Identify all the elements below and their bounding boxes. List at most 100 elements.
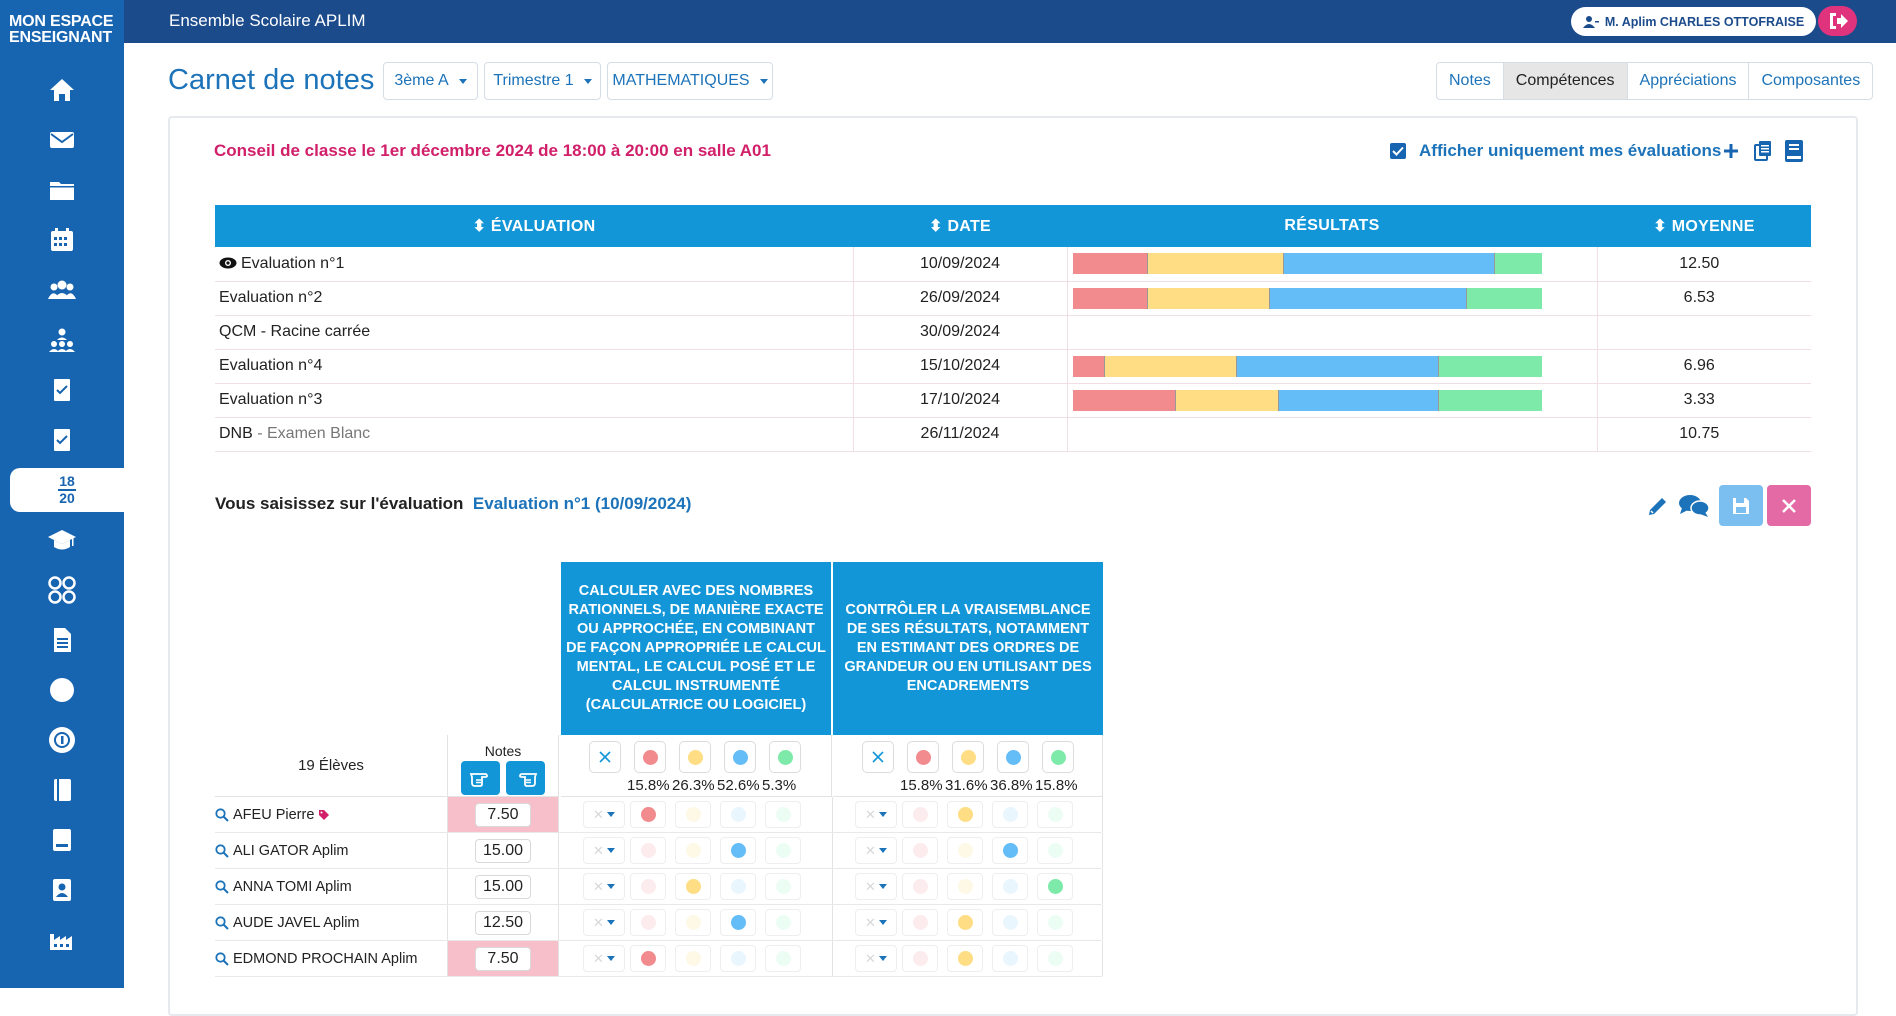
level-cell[interactable] bbox=[765, 837, 801, 864]
level-none-select[interactable]: ✕ bbox=[855, 873, 897, 900]
sidebar-item-tasks-2[interactable] bbox=[0, 418, 124, 462]
level-cell[interactable] bbox=[947, 909, 983, 936]
level-cell[interactable] bbox=[765, 909, 801, 936]
search-icon[interactable] bbox=[215, 915, 229, 930]
sidebar-item-book[interactable] bbox=[0, 818, 124, 862]
level-cell[interactable] bbox=[630, 873, 666, 900]
evaluation-row[interactable]: Evaluation n°4 15/10/2024 6.96 bbox=[215, 349, 1811, 384]
period-select[interactable]: Trimestre 1 bbox=[484, 62, 601, 100]
evaluation-row[interactable]: DNB - Examen Blanc 26/11/2024 10.75 bbox=[215, 417, 1811, 452]
level-cell[interactable] bbox=[947, 837, 983, 864]
hand-left-button[interactable] bbox=[461, 761, 500, 795]
level-cell[interactable] bbox=[720, 801, 756, 828]
student-name[interactable]: ALI GATOR Aplim bbox=[233, 842, 349, 859]
level-cell[interactable] bbox=[630, 945, 666, 972]
sidebar-item-notebook[interactable] bbox=[0, 768, 124, 812]
level-cell[interactable] bbox=[630, 801, 666, 828]
sidebar-item-stages[interactable] bbox=[0, 918, 124, 962]
level-cell[interactable] bbox=[1037, 837, 1073, 864]
level-cell[interactable] bbox=[902, 801, 938, 828]
sidebar-item-badge[interactable] bbox=[0, 718, 124, 762]
my-evaluations-checkbox[interactable] bbox=[1390, 143, 1406, 159]
level-none-select[interactable]: ✕ bbox=[583, 945, 625, 972]
eye-icon[interactable] bbox=[219, 257, 237, 269]
sidebar-item-circle[interactable] bbox=[0, 668, 124, 712]
level-cell[interactable] bbox=[720, 873, 756, 900]
level-filter[interactable] bbox=[634, 741, 666, 773]
level-cell[interactable] bbox=[902, 873, 938, 900]
level-cell[interactable] bbox=[630, 909, 666, 936]
level-cell[interactable] bbox=[765, 873, 801, 900]
level-cell[interactable] bbox=[765, 801, 801, 828]
comments-icon[interactable] bbox=[1678, 493, 1710, 519]
level-cell[interactable] bbox=[902, 837, 938, 864]
evaluation-name[interactable]: DNB - Examen Blanc bbox=[215, 417, 854, 452]
level-cell[interactable] bbox=[1037, 945, 1073, 972]
level-filter[interactable] bbox=[997, 741, 1029, 773]
save-button[interactable] bbox=[1719, 485, 1763, 526]
level-filter[interactable] bbox=[1042, 741, 1074, 773]
level-cell[interactable] bbox=[675, 873, 711, 900]
sidebar-item-groups[interactable] bbox=[0, 318, 124, 362]
tab-composantes[interactable]: Composantes bbox=[1761, 72, 1861, 89]
sidebar-item-home[interactable] bbox=[0, 68, 124, 112]
tab-appreciations[interactable]: Appréciations bbox=[1628, 63, 1750, 99]
brand-logo[interactable]: MON ESPACE ENSEIGNANT bbox=[9, 14, 114, 46]
level-none-filter[interactable] bbox=[862, 741, 894, 773]
level-filter[interactable] bbox=[724, 741, 756, 773]
copy-icon[interactable] bbox=[1753, 140, 1773, 162]
note-input[interactable]: 12.50 bbox=[475, 910, 531, 935]
note-input[interactable]: 7.50 bbox=[475, 946, 531, 971]
level-cell[interactable] bbox=[675, 945, 711, 972]
col-evaluation[interactable]: ⬍ ÉVALUATION bbox=[215, 205, 853, 247]
saisie-evaluation-link[interactable]: Evaluation n°1 (10/09/2024) bbox=[472, 494, 692, 513]
col-date[interactable]: ⬍ DATE bbox=[853, 205, 1067, 247]
level-cell[interactable] bbox=[630, 837, 666, 864]
level-filter[interactable] bbox=[679, 741, 711, 773]
level-none-select[interactable]: ✕ bbox=[583, 837, 625, 864]
sidebar-item-contacts[interactable] bbox=[0, 868, 124, 912]
evaluation-name[interactable]: Evaluation n°2 bbox=[215, 281, 854, 316]
level-cell[interactable] bbox=[992, 801, 1028, 828]
evaluation-row[interactable]: Evaluation n°3 17/10/2024 3.33 bbox=[215, 383, 1811, 418]
level-filter[interactable] bbox=[769, 741, 801, 773]
level-cell[interactable] bbox=[720, 837, 756, 864]
sidebar-item-mail[interactable] bbox=[0, 118, 124, 162]
logout-button[interactable] bbox=[1818, 6, 1857, 36]
note-input[interactable]: 15.00 bbox=[475, 838, 531, 863]
level-cell[interactable] bbox=[902, 945, 938, 972]
level-cell[interactable] bbox=[720, 945, 756, 972]
level-none-filter[interactable] bbox=[589, 741, 621, 773]
student-name[interactable]: AFEU Pierre bbox=[233, 806, 315, 823]
level-cell[interactable] bbox=[992, 837, 1028, 864]
level-cell[interactable] bbox=[675, 837, 711, 864]
level-cell[interactable] bbox=[902, 909, 938, 936]
evaluation-name[interactable]: Evaluation n°1 bbox=[215, 247, 854, 282]
sidebar-item-reports[interactable] bbox=[0, 618, 124, 662]
evaluation-row[interactable]: Evaluation n°2 26/09/2024 6.53 bbox=[215, 281, 1811, 316]
search-icon[interactable] bbox=[215, 807, 229, 822]
evaluation-name[interactable]: QCM - Racine carrée bbox=[215, 315, 854, 350]
hand-right-button[interactable] bbox=[506, 761, 545, 795]
level-none-select[interactable]: ✕ bbox=[583, 801, 625, 828]
close-button[interactable] bbox=[1767, 485, 1811, 526]
level-cell[interactable] bbox=[947, 801, 983, 828]
level-none-select[interactable]: ✕ bbox=[583, 873, 625, 900]
add-icon[interactable] bbox=[1723, 143, 1739, 159]
level-none-select[interactable]: ✕ bbox=[855, 909, 897, 936]
sidebar-item-calendar[interactable] bbox=[0, 218, 124, 262]
level-none-select[interactable]: ✕ bbox=[583, 909, 625, 936]
level-cell[interactable] bbox=[765, 945, 801, 972]
search-icon[interactable] bbox=[215, 879, 229, 894]
evaluation-row[interactable]: QCM - Racine carrée 30/09/2024 bbox=[215, 315, 1811, 350]
class-select[interactable]: 3ème A bbox=[383, 62, 478, 100]
level-filter[interactable] bbox=[952, 741, 984, 773]
sidebar-item-diplomas[interactable] bbox=[0, 518, 124, 562]
subject-select[interactable]: MATHEMATIQUES bbox=[607, 62, 773, 100]
evaluation-row[interactable]: Evaluation n°1 10/09/2024 12.50 bbox=[215, 247, 1811, 282]
sidebar-item-grades[interactable]: 18 20 bbox=[10, 468, 124, 512]
search-icon[interactable] bbox=[215, 951, 229, 966]
level-cell[interactable] bbox=[947, 873, 983, 900]
level-cell[interactable] bbox=[1037, 873, 1073, 900]
sidebar-item-classes[interactable] bbox=[0, 268, 124, 312]
